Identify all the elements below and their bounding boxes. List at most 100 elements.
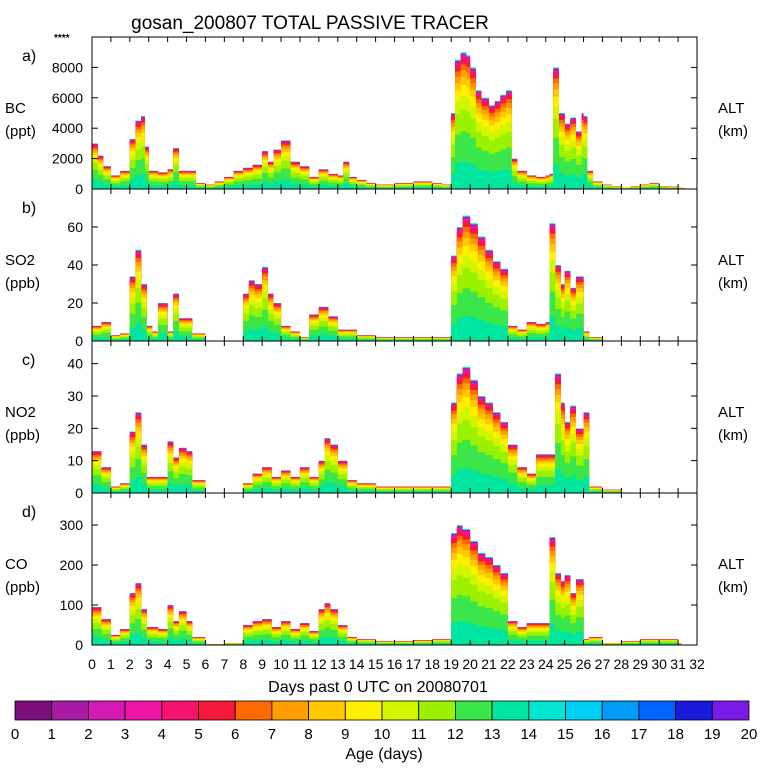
- colorbar-tick-label: 15: [557, 726, 574, 743]
- colorbar-tick-label: 4: [158, 726, 166, 743]
- bc-age-band-2: [92, 109, 686, 189]
- figure-title: gosan_200807 TOTAL PASSIVE TRACER: [131, 13, 489, 34]
- right-axis-unit: (km): [718, 427, 748, 444]
- right-axis-label: ALT: [718, 100, 744, 117]
- age-colorbar: 0 1 2 3 4 5 6 7 8 9 10 11 12 13 14 15 16 17 18 19 20: [11, 700, 757, 743]
- colorbar-tick-label: 0: [11, 726, 19, 743]
- x-tick-label: 9: [258, 656, 266, 672]
- colorbar-tick-label: 5: [194, 726, 202, 743]
- so2-age-band-1: [92, 288, 683, 341]
- no2-age-band-1: [92, 440, 683, 493]
- right-axis-unit: (km): [718, 579, 748, 596]
- panel-letter: d): [22, 504, 36, 521]
- x-tick-label: 0: [88, 656, 96, 672]
- y-tick-label: 40: [67, 356, 83, 372]
- colorbar-tick-label: 16: [594, 726, 611, 743]
- colorbar-cell: [418, 700, 456, 721]
- colorbar-tick-label: 11: [411, 726, 427, 743]
- bc-age-band-8: [92, 60, 686, 189]
- x-tick-label: 20: [462, 656, 478, 672]
- colorbar-cell: [711, 700, 750, 721]
- right-axis-label: ALT: [718, 252, 744, 269]
- x-tick-label: 4: [164, 656, 172, 672]
- colorbar-tick-label: 18: [667, 726, 684, 743]
- x-tick-label: 14: [349, 656, 365, 672]
- colorbar-cell: [601, 700, 640, 721]
- x-tick-label: 28: [614, 656, 630, 672]
- bc-age-band-11: [92, 54, 686, 189]
- y-tick-label: 10: [67, 453, 83, 469]
- colorbar-tick-label: 14: [520, 726, 537, 743]
- colorbar-cell: [454, 700, 493, 721]
- unit-label: (ppb): [5, 579, 40, 596]
- colorbar-tick-label: 6: [231, 726, 239, 743]
- right-axis-unit: (km): [718, 123, 748, 140]
- colorbar-tick-label: 12: [447, 726, 464, 743]
- x-tick-label: 32: [689, 656, 705, 672]
- y-tick-label: 30: [67, 388, 83, 404]
- colorbar-label: Age (days): [345, 746, 422, 763]
- x-tick-label: 24: [538, 656, 554, 672]
- x-tick-label: 15: [368, 656, 384, 672]
- bc-age-band-12: [92, 53, 686, 190]
- colorbar-cell: [271, 700, 309, 721]
- y-tick-label: 0: [75, 637, 83, 653]
- panel-so2: 0 20 40 60 b) SO2 (ppb) ALT (km): [5, 188, 748, 349]
- x-tick-label: 27: [595, 656, 611, 672]
- colorbar-cell: [51, 700, 89, 721]
- colorbar-cell: [381, 700, 420, 721]
- colorbar-cell: [198, 700, 236, 721]
- bc-age-band-9: [92, 57, 686, 190]
- right-axis-unit: (km): [718, 275, 748, 292]
- x-tick-label: 29: [632, 656, 648, 672]
- y-tick-label: 100: [60, 597, 84, 613]
- x-tick-label: 2: [126, 656, 134, 672]
- x-tick-label: 30: [651, 656, 667, 672]
- bc-age-band-10: [92, 56, 686, 189]
- species-label: SO2: [5, 252, 35, 269]
- so2-age-band-2: [92, 268, 683, 341]
- bc-age-band-1: [92, 131, 686, 189]
- colorbar-cell: [308, 700, 346, 721]
- y-tick-label: 20: [67, 420, 83, 436]
- unit-label: (ppb): [5, 427, 40, 444]
- x-tick-label: 8: [239, 656, 247, 672]
- x-tick-label: 22: [500, 656, 516, 672]
- x-tick-label: 7: [220, 656, 228, 672]
- x-tick-label: 18: [425, 656, 441, 672]
- x-tick-labels: 0 1 2 3 4 5 6 7 8 9 10 11 12 13 14 15 16 17 18 19 20 21 22 23 24…: [88, 656, 705, 672]
- species-label: BC: [5, 100, 26, 117]
- x-tick-label: 11: [293, 656, 308, 672]
- unit-label: (ppt): [5, 123, 36, 140]
- colorbar-tick-label: 1: [48, 726, 56, 743]
- panel-no2: 0 10 20 30 40 c) NO2 (ppb) ALT (km): [5, 340, 748, 501]
- colorbar-tick-label: 3: [121, 726, 129, 743]
- x-tick-label: 6: [202, 656, 210, 672]
- x-tick-label: 31: [670, 656, 686, 672]
- unit-label: (ppb): [5, 275, 40, 292]
- colorbar-tick-label: 10: [374, 726, 391, 743]
- x-tick-label: 19: [443, 656, 459, 672]
- y-tick-label: 8000: [52, 59, 83, 75]
- y-tick-label: 200: [60, 557, 84, 573]
- x-tick-label: 16: [387, 656, 403, 672]
- y-tick-label: 40: [67, 257, 83, 273]
- x-tick-label: 23: [519, 656, 535, 672]
- no2-age-band-0: [92, 467, 683, 493]
- bc-age-band-13: [92, 52, 686, 190]
- right-axis-label: ALT: [718, 404, 744, 421]
- y-tick-label: 20: [67, 295, 83, 311]
- y-tick-label: 0: [75, 181, 83, 197]
- x-tick-label: 5: [183, 656, 191, 672]
- x-tick-label: 10: [273, 656, 289, 672]
- x-tick-label: 26: [576, 656, 592, 672]
- colorbar-cell: [234, 700, 273, 721]
- y-tick-label: 0: [75, 485, 83, 501]
- colorbar-tick-label: 19: [704, 726, 721, 743]
- colorbar-cell: [638, 700, 677, 721]
- x-tick-label: 17: [406, 656, 422, 672]
- x-tick-label: 1: [107, 656, 115, 672]
- x-tick-label: 21: [481, 656, 497, 672]
- colorbar-tick-label: 9: [341, 726, 349, 743]
